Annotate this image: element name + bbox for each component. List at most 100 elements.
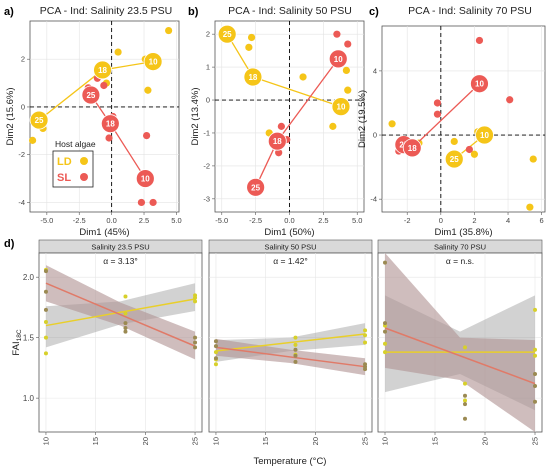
y-axis-label-main: FAI bbox=[11, 341, 22, 355]
sl-point bbox=[383, 329, 387, 334]
sl-point bbox=[344, 40, 352, 48]
y-tick-label: 4 bbox=[373, 66, 377, 75]
ld-centroid bbox=[475, 125, 494, 145]
sl-fit-line bbox=[215, 346, 366, 368]
x-tick-label: 25 bbox=[191, 437, 200, 445]
ld-centroid bbox=[143, 52, 163, 71]
ld-point bbox=[28, 136, 37, 144]
ld-centroid bbox=[93, 60, 112, 80]
sl-centroid bbox=[135, 169, 155, 188]
sl-centroid bbox=[402, 138, 422, 158]
y-axis-label-sub: 18C bbox=[16, 329, 23, 341]
sl-point bbox=[43, 307, 48, 312]
ld-point bbox=[299, 73, 307, 81]
ld-point bbox=[463, 345, 467, 350]
x-tick-label: 5.0 bbox=[171, 216, 181, 225]
ld-point bbox=[123, 311, 128, 316]
ld-centroid-label: 25 bbox=[35, 116, 44, 125]
y-tick-label: 2 bbox=[206, 30, 210, 39]
sl-point bbox=[533, 399, 537, 404]
sl-point bbox=[193, 335, 198, 340]
facet-title: Salinity 50 PSU bbox=[264, 243, 316, 252]
ld-point bbox=[463, 381, 467, 386]
ld-point bbox=[329, 122, 337, 130]
legend-swatch-sl bbox=[80, 173, 88, 181]
sl-point bbox=[293, 353, 298, 358]
ld-centroid-label: 25 bbox=[223, 30, 232, 39]
ld-centroid-label: 18 bbox=[248, 73, 257, 82]
y-axis-label: Dim2 (19.5%) bbox=[357, 90, 368, 148]
ld-point bbox=[247, 33, 256, 42]
x-tick-label: 0 bbox=[439, 216, 443, 225]
legend-box bbox=[52, 150, 94, 188]
ld-centroid bbox=[331, 97, 351, 117]
x-tick-label: -2 bbox=[404, 216, 411, 225]
x-tick-label: 15 bbox=[431, 437, 440, 445]
sl-point bbox=[100, 81, 108, 90]
y-tick-label: 1 bbox=[206, 63, 210, 72]
y-axis-label: Dim2 (15.6%) bbox=[5, 87, 16, 145]
sl-point bbox=[533, 384, 537, 389]
ld-centroid bbox=[217, 24, 237, 44]
ld-point bbox=[344, 86, 352, 94]
y-tick-label: -2 bbox=[203, 161, 210, 170]
sl-point bbox=[193, 340, 198, 345]
ld-point bbox=[245, 43, 253, 51]
x-tick-label: 2 bbox=[472, 216, 476, 225]
ld-point bbox=[123, 294, 128, 299]
plot-area bbox=[381, 25, 546, 213]
panel-letter: b) bbox=[188, 6, 199, 18]
sl-point bbox=[43, 269, 48, 274]
sl-point bbox=[277, 122, 285, 130]
ld-centroid-label: 25 bbox=[450, 155, 459, 164]
x-tick-label: -5.0 bbox=[215, 216, 228, 225]
sl-point bbox=[383, 321, 387, 326]
y-tick-label: -1 bbox=[203, 128, 210, 137]
sl-point bbox=[463, 393, 467, 398]
sl-point bbox=[293, 347, 298, 352]
x-tick-label: 10 bbox=[381, 437, 390, 445]
sl-point bbox=[463, 416, 467, 421]
y-tick-label: 2 bbox=[21, 55, 25, 64]
facet-1: Salinity 23.5 PSU 10 15 20 25 α = 3.13° bbox=[38, 239, 203, 445]
sl-trajectory-segment bbox=[411, 83, 480, 149]
y-tick-label: 0 bbox=[21, 102, 25, 111]
y-axis-label: FAI18C bbox=[11, 329, 23, 355]
y-tick-label: -3 bbox=[203, 194, 210, 203]
x-tick-label: 2.5 bbox=[318, 216, 328, 225]
sl-centroid-label: 25 bbox=[251, 183, 260, 192]
pca-panel-2: b) PCA - Ind: Salinity 50 PSU -5.0 -2.5 0.0 2… bbox=[188, 5, 365, 238]
x-tick-label: -5.0 bbox=[40, 216, 53, 225]
sl-point bbox=[137, 198, 146, 207]
sl-point bbox=[143, 132, 151, 140]
ld-point bbox=[383, 350, 387, 355]
ld-centroid-label: 10 bbox=[149, 58, 158, 67]
ld-point bbox=[293, 335, 298, 340]
sl-point bbox=[275, 149, 283, 157]
sl-centroid-label: 10 bbox=[141, 175, 150, 184]
legend: Host algae LD SL bbox=[52, 139, 96, 188]
facet-plot-area bbox=[377, 252, 543, 433]
x-tick-label: 10 bbox=[41, 437, 50, 445]
sl-centroid bbox=[100, 114, 120, 134]
sl-point bbox=[43, 289, 48, 294]
ld-point bbox=[363, 333, 368, 338]
sl-point bbox=[213, 356, 218, 361]
sl-centroid bbox=[267, 131, 287, 151]
legend-label-ld: LD bbox=[57, 156, 72, 168]
y-tick-label: 1.0 bbox=[23, 394, 35, 403]
x-tick-label: 20 bbox=[141, 437, 150, 445]
panel-title: PCA - Ind: Salinity 50 PSU bbox=[228, 5, 352, 17]
sl-trajectory-segment bbox=[109, 123, 146, 179]
y-tick-label: 2.0 bbox=[23, 273, 35, 282]
facet-3: Salinity 70 PSU 10 15 20 25 α = n.s. bbox=[377, 239, 543, 445]
ld-point bbox=[363, 328, 368, 333]
ld-point bbox=[529, 155, 537, 163]
facet-annotation: α = n.s. bbox=[446, 256, 474, 266]
facet-annotation: α = 3.13° bbox=[103, 256, 138, 266]
x-tick-label: 0.0 bbox=[106, 216, 116, 225]
facet-panel-d: d) FAI18C 1.0 1.5 2.0 Temperature (°C) Salinit… bbox=[4, 238, 543, 467]
sl-centroid-label: 18 bbox=[106, 120, 115, 129]
ld-point bbox=[43, 351, 48, 356]
ld-point bbox=[213, 350, 218, 355]
